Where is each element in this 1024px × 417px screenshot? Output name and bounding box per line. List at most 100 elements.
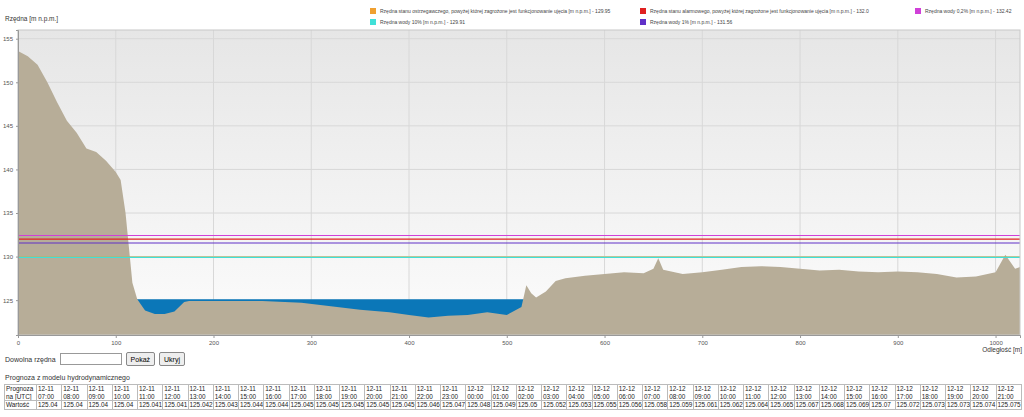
x-tick: 600 — [600, 335, 611, 346]
time-cell: 12-11 17:00 — [289, 385, 314, 401]
time-cell: 12-11 22:00 — [415, 385, 440, 401]
time-cell: 12-11 08:00 — [62, 385, 87, 401]
legend-swatch — [370, 8, 376, 14]
table-row: Prognoza na [UTC]12-11 07:0012-11 08:001… — [5, 385, 1022, 401]
x-tick-label: 600 — [600, 340, 611, 346]
x-tick-mark — [605, 335, 606, 338]
forecast-table: Prognoza na [UTC]12-11 07:0012-11 08:001… — [4, 384, 1022, 410]
x-tick-label: 900 — [893, 340, 904, 346]
legend-swatch — [915, 8, 921, 14]
x-tick: 400 — [405, 335, 416, 346]
reference-line — [18, 242, 1020, 243]
x-tick-label: 300 — [307, 340, 318, 346]
value-cell: 125.045 — [314, 401, 339, 410]
x-tick: 700 — [698, 335, 709, 346]
time-cell: 12-12 21:00 — [996, 385, 1022, 401]
time-cell: 12-12 00:00 — [466, 385, 491, 401]
reference-line — [18, 235, 1020, 236]
value-cell: 125.059 — [668, 401, 693, 410]
legend-label: Rzędna wody 0,2% [m n.p.m.] - 132.42 — [925, 8, 1012, 14]
time-cell: 12-11 16:00 — [264, 385, 289, 401]
terrain-area — [18, 51, 1020, 335]
value-cell: 125.047 — [441, 401, 466, 410]
value-cell: 125.045 — [365, 401, 390, 410]
time-cell: 12-12 10:00 — [718, 385, 743, 401]
value-cell: 125.044 — [239, 401, 264, 410]
time-cell: 12-12 13:00 — [794, 385, 819, 401]
x-grid-line — [506, 30, 507, 335]
button[interactable]: Ukryj — [159, 352, 185, 366]
y-tick: 145 — [3, 123, 18, 129]
x-tick-mark — [996, 335, 997, 338]
x-tick-mark — [409, 335, 410, 338]
x-axis-line — [19, 336, 1021, 339]
x-tick-mark — [311, 335, 312, 338]
value-cell: 125.067 — [794, 401, 819, 410]
legend-label: Rzędna wody 10% [m n.p.m.] - 129.91 — [380, 19, 465, 25]
div-element: 0100200300400500600700800900100012513013… — [0, 0, 1024, 358]
legend-item: Rzędna wody 10% [m n.p.m.] - 129.91 — [370, 19, 465, 25]
time-cell: 12-12 18:00 — [920, 385, 945, 401]
reference-line — [18, 256, 1020, 257]
x-tick: 900 — [893, 335, 904, 346]
y-axis-title: Rzędna [m n.p.m.] — [5, 15, 58, 23]
legend-swatch — [640, 8, 646, 14]
x-tick: 500 — [502, 335, 513, 346]
x-tick: 100 — [111, 335, 122, 346]
value-cell: 125.056 — [617, 401, 642, 410]
x-tick-label: 100 — [111, 340, 122, 346]
legend-item: Rzędna wody 0,2% [m n.p.m.] - 132.42 — [915, 8, 1012, 14]
table-header-cell: Wartość — [5, 401, 37, 410]
y-axis: 125130135140145150155 — [3, 31, 19, 336]
time-cell: 12-11 11:00 — [138, 385, 163, 401]
legend-swatch — [640, 19, 646, 25]
value-cell: 125.044 — [264, 401, 289, 410]
y-tick: 130 — [3, 254, 18, 260]
x-axis-title: Odległość [m] — [982, 346, 1022, 354]
button[interactable]: Pokaż — [126, 352, 155, 366]
value-cell: 125.045 — [390, 401, 415, 410]
value-cell: 125.04 — [62, 401, 87, 410]
time-cell: 12-12 07:00 — [643, 385, 668, 401]
grid — [18, 30, 1020, 335]
legend-label: Rzędna stanu ostrzegawczego, powyżej któ… — [380, 8, 611, 14]
x-grid-line — [409, 30, 410, 335]
elevation-input[interactable] — [60, 353, 122, 365]
y-tick-mark — [16, 213, 18, 214]
value-cell: 125.062 — [718, 401, 743, 410]
time-cell: 12-12 06:00 — [617, 385, 642, 401]
time-cell: 12-12 05:00 — [592, 385, 617, 401]
value-cell: 125.074 — [971, 401, 996, 410]
plot-frame — [18, 30, 1020, 335]
time-cell: 12-11 09:00 — [87, 385, 112, 401]
y-tick-label: 130 — [3, 254, 14, 260]
time-cell: 12-11 23:00 — [441, 385, 466, 401]
table-row: Wartość125.04125.04125.04125.04125.04112… — [5, 401, 1022, 410]
time-cell: 12-11 07:00 — [37, 385, 62, 401]
y-tick: 135 — [3, 210, 18, 216]
x-tick-label: 500 — [502, 340, 513, 346]
time-cell: 12-11 19:00 — [340, 385, 365, 401]
y-tick: 125 — [3, 298, 18, 304]
chart-svg: 0100200300400500600700800900100012513013… — [0, 0, 1024, 354]
x-tick-mark — [898, 335, 899, 338]
x-tick-label: 700 — [698, 340, 709, 346]
legend-swatch — [370, 19, 376, 25]
y-grid-line — [18, 169, 1020, 170]
time-cell: 12-12 15:00 — [845, 385, 870, 401]
value-cell: 125.041 — [163, 401, 188, 410]
table-body: Prognoza na [UTC]12-11 07:0012-11 08:001… — [5, 385, 1022, 410]
y-tick-label: 155 — [3, 36, 14, 42]
value-cell: 125.048 — [466, 401, 491, 410]
y-axis-line — [16, 31, 19, 336]
time-cell: 12-12 16:00 — [870, 385, 895, 401]
time-cell: 12-11 21:00 — [390, 385, 415, 401]
x-axis: 01002003004005006007008009001000 — [17, 335, 1021, 346]
x-grid-line — [311, 30, 312, 335]
value-cell: 125.05 — [516, 401, 541, 410]
x-tick-label: 0 — [17, 340, 21, 346]
y-tick: 150 — [3, 80, 18, 86]
value-cell: 125.061 — [693, 401, 718, 410]
marks — [18, 51, 1020, 335]
value-cell: 125.053 — [567, 401, 592, 410]
